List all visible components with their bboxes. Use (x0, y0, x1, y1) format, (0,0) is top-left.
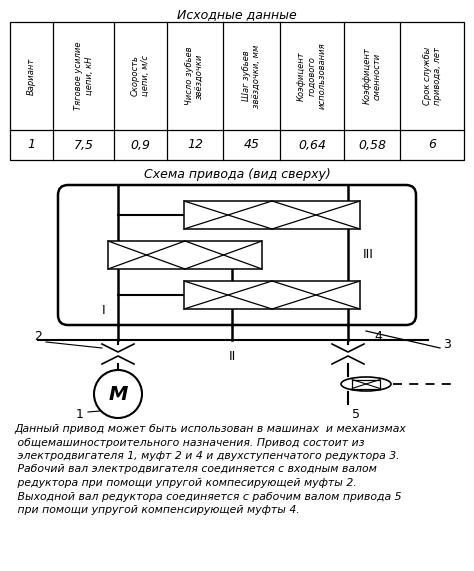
FancyBboxPatch shape (58, 185, 416, 325)
Text: Исходные данные: Исходные данные (177, 8, 297, 21)
Text: Схема привода (вид сверху): Схема привода (вид сверху) (144, 168, 330, 181)
Text: общемашиностроительного назначения. Привод состоит из: общемашиностроительного назначения. Прив… (14, 437, 365, 448)
Text: Коэффицент
сменности: Коэффицент сменности (362, 47, 382, 104)
Text: Шаг зубьев
звёздочки, мм: Шаг зубьев звёздочки, мм (242, 45, 262, 108)
Text: Срок службы
привода, лет: Срок службы привода, лет (422, 47, 442, 105)
Text: 7,5: 7,5 (74, 139, 94, 151)
Text: Выходной вал редуктора соединяется с рабочим валом привода 5: Выходной вал редуктора соединяется с раб… (14, 492, 401, 501)
Text: 0,64: 0,64 (298, 139, 326, 151)
Text: при помощи упругой компенсирующей муфты 4.: при помощи упругой компенсирующей муфты … (14, 505, 300, 515)
Circle shape (94, 370, 142, 418)
Text: Скорость
цепи, м/с: Скорость цепи, м/с (131, 55, 150, 96)
Text: электродвигателя 1, муфт 2 и 4 и двухступенчатого редуктора 3.: электродвигателя 1, муфт 2 и 4 и двухсту… (14, 451, 400, 461)
Text: III: III (363, 248, 374, 262)
Text: 5: 5 (352, 408, 360, 421)
Text: Вариант: Вариант (27, 57, 36, 95)
Text: Число зубьев
звёздочки: Число зубьев звёздочки (185, 47, 205, 105)
Bar (108, 241, 262, 269)
Text: 4: 4 (374, 329, 382, 343)
Text: 0,58: 0,58 (358, 139, 386, 151)
Text: 3: 3 (443, 337, 451, 351)
Bar (184, 281, 360, 309)
Bar (352, 380, 380, 388)
Text: Тяговое усилие
цепи, кН: Тяговое усилие цепи, кН (74, 42, 93, 110)
Text: 1: 1 (27, 139, 36, 151)
Text: 2: 2 (34, 329, 42, 343)
Ellipse shape (341, 377, 391, 391)
Text: Данный привод может быть использован в машинах  и механизмах: Данный привод может быть использован в м… (14, 424, 406, 434)
Bar (10, 22, 464, 160)
Bar (184, 201, 360, 229)
Text: Коэфицент
годового
использования: Коэфицент годового использования (297, 43, 327, 109)
Text: II: II (228, 350, 236, 363)
Text: 0,9: 0,9 (130, 139, 151, 151)
Text: I: I (102, 304, 106, 317)
Text: Рабочий вал электродвигателя соединяется с входным валом: Рабочий вал электродвигателя соединяется… (14, 464, 377, 475)
Text: М: М (109, 384, 128, 404)
Text: 45: 45 (244, 139, 260, 151)
Text: 6: 6 (428, 139, 436, 151)
Text: 1: 1 (76, 408, 84, 420)
Text: редуктора при помощи упругой компесирующей муфты 2.: редуктора при помощи упругой компесирующ… (14, 478, 357, 488)
Text: 12: 12 (187, 139, 203, 151)
